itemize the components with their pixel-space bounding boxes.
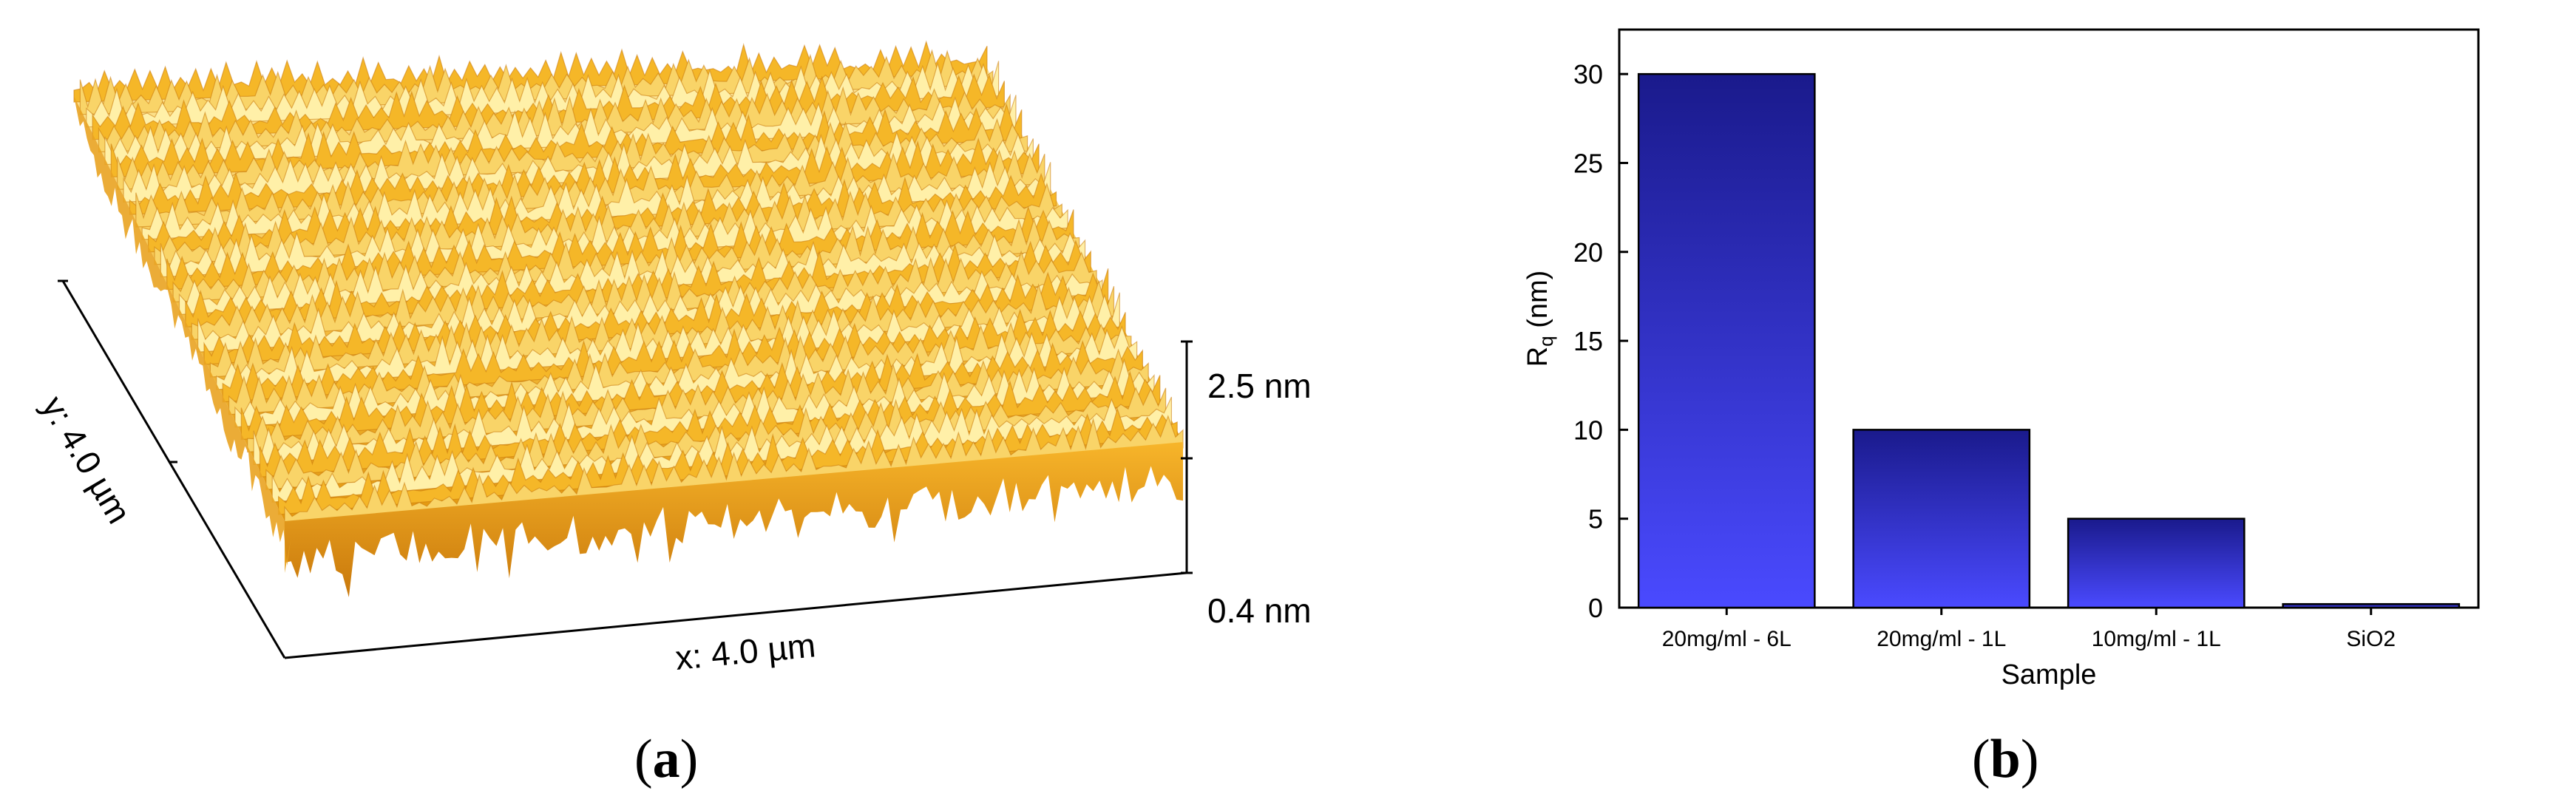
y-axis-title-unit: (nm): [1522, 271, 1553, 336]
surface-ridge: [191, 250, 1097, 340]
bars: [1637, 72, 2461, 609]
surface-ridge: [79, 49, 994, 115]
caption-b-letter: b: [1990, 729, 2021, 789]
x-tick-label: 20mg/ml - 6L: [1662, 627, 1792, 651]
y-axis-title-main: R: [1522, 347, 1553, 367]
z-bottom-label: 0.4 nm: [1207, 591, 1312, 630]
surface-ridge: [216, 292, 1120, 390]
surface-ridge: [141, 161, 1051, 240]
surface-ridge: [98, 86, 1011, 153]
surface-ridge: [277, 407, 1178, 515]
surface-left-face: [74, 96, 291, 573]
y-tick-label: 20: [1573, 237, 1603, 268]
surface-ridge: [253, 358, 1155, 466]
y-tick-label: 15: [1573, 326, 1603, 356]
surface-ridge: [259, 370, 1161, 478]
y-axis-ticks: 0 5 10 15 20 25 30: [1573, 59, 1628, 623]
caption-b: (b): [1972, 729, 2039, 789]
surface-ridge: [234, 325, 1138, 428]
bar: [2067, 517, 2245, 609]
surface-ridge: [104, 95, 1017, 166]
surface-ridge: [284, 415, 1184, 528]
x-axis-line: [284, 571, 1187, 659]
panel-b: 0 5 10 15 20 25 30 20mg/ml - 6L 20mg/ml - 1L 10m…: [1390, 0, 2576, 801]
afm-surface: [73, 40, 1184, 597]
surface-ridge: [154, 182, 1062, 265]
y-tick-label: 5: [1588, 504, 1603, 534]
surface-ridge: [135, 149, 1045, 228]
surface-ridge: [110, 103, 1023, 178]
y-axis-title-sub: q: [1535, 336, 1557, 346]
x-tick-label: 20mg/ml - 1L: [1877, 627, 2006, 651]
roughness-bar-chart: 0 5 10 15 20 25 30 20mg/ml - 6L 20mg/ml - 1L 10m…: [1522, 28, 2480, 690]
bar: [1637, 72, 1816, 609]
panel-a: 2.5 nm 0.4 nm x: 4.0 µm y: 4.0 µm (a): [34, 40, 1312, 789]
bar: [1852, 429, 2031, 609]
surface-ridge: [203, 268, 1109, 365]
surface-ridge: [185, 240, 1091, 328]
y-tick-label: 30: [1573, 59, 1603, 89]
bar: [2282, 602, 2461, 609]
y-axis-line: [61, 280, 286, 659]
y-axis-label: y: 4.0 µm: [34, 390, 138, 530]
surface-ridge: [147, 172, 1057, 253]
surface-ridge: [197, 270, 1103, 353]
x-tick-label: 10mg/ml - 1L: [2092, 627, 2221, 651]
caption-a-letter: a: [652, 729, 680, 789]
surface-ridge: [265, 387, 1167, 490]
surface-front-face: [285, 442, 1183, 597]
x-axis-title: Sample: [2002, 659, 2097, 690]
afm-surface-plot: 2.5 nm 0.4 nm x: 4.0 µm y: 4.0 µm: [34, 40, 1312, 677]
y-tick-label: 10: [1573, 415, 1603, 445]
surface-ridge: [209, 279, 1115, 378]
surface-ridge: [222, 308, 1126, 403]
surface-ridge: [160, 199, 1068, 278]
x-tick-label: SiO2: [2346, 627, 2396, 651]
surface-ridge: [271, 396, 1173, 503]
y-axis-title: Rq (nm): [1522, 271, 1557, 367]
surface-ridge: [73, 40, 988, 103]
caption-a: (a): [634, 729, 699, 789]
x-tick-labels: 20mg/ml - 6L 20mg/ml - 1L 10mg/ml - 1L SiO2: [1662, 608, 2396, 651]
x-axis-label: x: 4.0 µm: [674, 625, 817, 677]
plot-frame: [1618, 28, 2480, 609]
y-tick-label: 0: [1588, 593, 1603, 623]
surface-ridge: [178, 232, 1086, 316]
surface-ridge: [123, 131, 1034, 203]
surface-ridge: [129, 137, 1040, 215]
y-tick-label: 25: [1573, 148, 1603, 178]
surface-ridge: [86, 61, 1000, 128]
surface-ridge: [117, 118, 1028, 191]
surface-ridge: [166, 206, 1074, 291]
surface-ridge: [247, 348, 1149, 453]
surface-ridge: [228, 322, 1132, 415]
z-top-label: 2.5 nm: [1207, 367, 1312, 405]
